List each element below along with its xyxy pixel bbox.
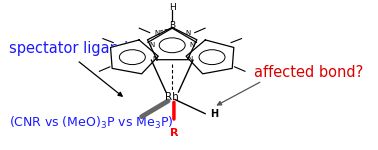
Text: N: N <box>152 56 158 62</box>
Text: H: H <box>169 3 175 12</box>
Text: R: R <box>170 128 178 138</box>
Polygon shape <box>110 40 158 74</box>
Text: affected bond?: affected bond? <box>254 64 363 80</box>
Text: N: N <box>185 30 191 36</box>
Text: Rh: Rh <box>165 92 179 102</box>
Text: N: N <box>187 56 192 62</box>
Text: B: B <box>169 21 175 30</box>
Text: N: N <box>154 30 159 36</box>
Text: H: H <box>210 109 218 119</box>
Polygon shape <box>186 40 234 74</box>
Text: spectator ligand: spectator ligand <box>9 41 129 56</box>
Text: N: N <box>189 42 195 48</box>
Polygon shape <box>147 27 197 60</box>
Text: N: N <box>150 42 155 48</box>
Text: (CNR vs (MeO)$_3$P vs Me$_3$P): (CNR vs (MeO)$_3$P vs Me$_3$P) <box>9 114 174 131</box>
